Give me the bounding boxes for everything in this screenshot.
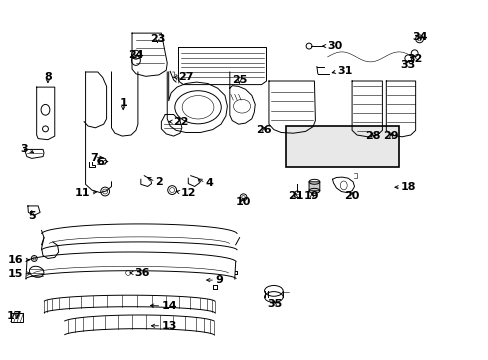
Text: 13: 13 <box>161 321 176 331</box>
Text: 12: 12 <box>181 188 196 198</box>
Text: 21: 21 <box>287 191 303 201</box>
Text: 22: 22 <box>173 117 189 127</box>
Text: 16: 16 <box>8 255 23 265</box>
FancyBboxPatch shape <box>308 182 319 191</box>
Text: 19: 19 <box>304 191 319 201</box>
Text: 11: 11 <box>75 188 90 198</box>
Ellipse shape <box>264 285 283 296</box>
Text: 17: 17 <box>7 311 22 321</box>
Text: 28: 28 <box>364 131 380 141</box>
Text: 6: 6 <box>96 157 103 167</box>
Text: 1: 1 <box>119 98 127 108</box>
Text: 36: 36 <box>134 268 150 278</box>
Text: 10: 10 <box>235 197 250 207</box>
Text: 24: 24 <box>128 50 143 60</box>
Text: 31: 31 <box>337 66 352 76</box>
Text: 14: 14 <box>161 301 177 311</box>
Bar <box>285 126 398 167</box>
Text: 34: 34 <box>412 32 427 42</box>
Text: 33: 33 <box>400 60 415 70</box>
Text: 23: 23 <box>149 34 165 44</box>
Text: 4: 4 <box>205 178 213 188</box>
Text: 29: 29 <box>383 131 398 141</box>
Text: 30: 30 <box>327 41 342 51</box>
Text: 18: 18 <box>400 182 416 192</box>
Text: 8: 8 <box>44 72 52 82</box>
Text: 7: 7 <box>90 153 98 163</box>
Text: 2: 2 <box>155 177 163 187</box>
Text: 9: 9 <box>215 275 223 285</box>
Text: 26: 26 <box>256 125 271 135</box>
Text: 32: 32 <box>406 54 422 64</box>
Text: 5: 5 <box>28 211 36 221</box>
Text: 3: 3 <box>20 144 28 154</box>
Text: 27: 27 <box>178 72 194 82</box>
Text: 20: 20 <box>344 191 359 201</box>
Text: 35: 35 <box>266 299 282 309</box>
Text: 15: 15 <box>8 269 23 279</box>
Text: 25: 25 <box>231 75 247 85</box>
